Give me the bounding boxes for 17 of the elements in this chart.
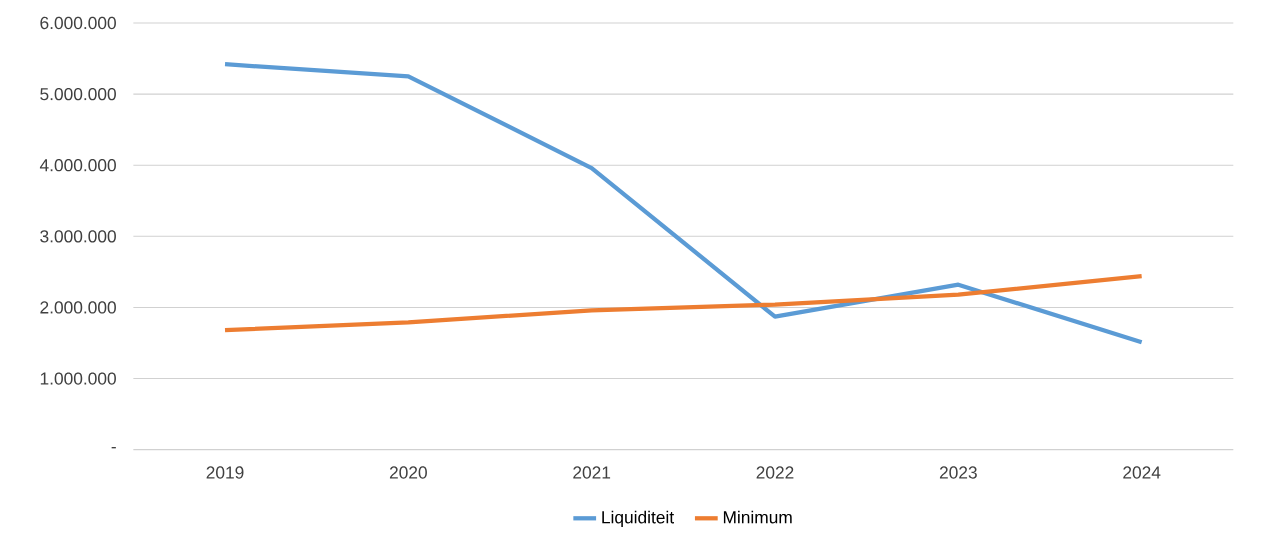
legend-label: Minimum bbox=[723, 510, 792, 524]
line-series bbox=[222, 62, 1144, 345]
x-tick-label: 2022 bbox=[756, 466, 794, 479]
x-tick-label: 2021 bbox=[573, 466, 611, 479]
y-tick-label: 6.000.000 bbox=[40, 16, 116, 30]
x-tick-label: 2023 bbox=[939, 466, 977, 479]
line-series bbox=[222, 274, 1144, 333]
y-tick-label: 5.000.000 bbox=[40, 87, 116, 101]
x-tick-label: 2019 bbox=[206, 466, 244, 479]
y-tick-label: 2.000.000 bbox=[40, 301, 116, 314]
legend-label: Liquiditeit bbox=[602, 510, 674, 527]
y-tick-label: 4.000.000 bbox=[39, 159, 116, 172]
x-tick-label: 2024 bbox=[1123, 466, 1161, 479]
y-tick-label: - bbox=[111, 447, 116, 449]
x-tick-label: 2020 bbox=[389, 466, 427, 479]
y-tick-label: 1.000.000 bbox=[40, 372, 116, 385]
y-tick-label: 3.000.000 bbox=[40, 230, 116, 243]
